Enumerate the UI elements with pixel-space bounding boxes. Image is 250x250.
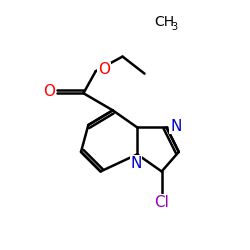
- Text: N: N: [130, 156, 142, 171]
- Text: O: O: [98, 62, 110, 78]
- Text: O: O: [43, 84, 55, 100]
- Text: Cl: Cl: [154, 195, 169, 210]
- Text: CH: CH: [154, 15, 174, 29]
- Text: N: N: [170, 119, 181, 134]
- Text: 3: 3: [171, 22, 177, 32]
